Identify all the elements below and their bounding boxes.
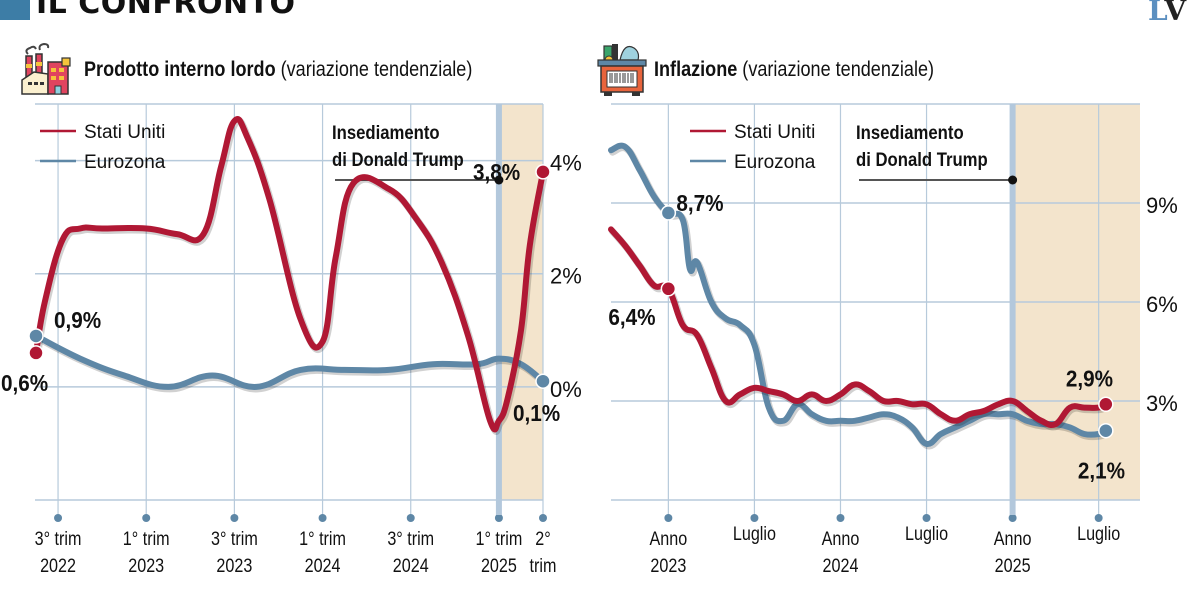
series-line-eu (33, 332, 546, 390)
data-point-us (535, 164, 551, 180)
legend-label-eu: Eurozona (84, 152, 166, 173)
x-tick-label: 2025 (995, 555, 1031, 577)
annotation-dot (1008, 175, 1018, 185)
data-label: 0,1% (513, 400, 560, 426)
annotation-dot (494, 175, 504, 185)
x-tick-label: Anno (650, 528, 688, 550)
data-point-eu (660, 205, 677, 221)
x-tick-dot (406, 514, 415, 522)
data-point-us (660, 281, 677, 297)
x-tick-label: 1° trim (476, 528, 523, 550)
x-tick-label: Luglio (733, 523, 776, 545)
x-tick-dot (54, 514, 63, 522)
x-tick-dot (539, 514, 547, 522)
inflation-chart: Anno 2023 Luglio Anno 2024 Luglio Anno 2025 Lugl… (608, 103, 1178, 577)
x-tick-dot (836, 514, 845, 522)
x-tick-dot (230, 514, 239, 522)
publisher-logo: LV (1148, 0, 1187, 27)
x-tick-dot (494, 514, 503, 522)
x-tick-label: 3° trim (211, 528, 258, 550)
x-tick-dot (1008, 514, 1017, 522)
data-point-eu (1098, 422, 1114, 439)
data-label: 0,9% (54, 307, 101, 333)
header-accent-block (0, 0, 30, 20)
y-tick-label: 2% (550, 264, 582, 289)
annotation-line2: di Donald Trump (332, 149, 464, 170)
annotation-line1: Insediamento (856, 122, 964, 143)
inflation-chart-title: Inflazione (variazione tendenziale) (654, 58, 935, 81)
data-point-us (1098, 396, 1114, 413)
x-tick-label: 2024 (393, 555, 429, 577)
data-label: 2,1% (1078, 458, 1125, 484)
x-tick-dot (750, 514, 759, 522)
legend-label-us: Stati Uniti (734, 122, 815, 143)
x-tick-label: trim (530, 555, 557, 577)
x-tick-label: 2023 (650, 555, 686, 577)
page-title: IL CONFRONTO (36, 0, 296, 21)
legend-label-us: Stati Uniti (84, 122, 165, 143)
x-tick-label: 2022 (40, 555, 76, 577)
data-point-eu (28, 328, 44, 344)
data-point-eu (535, 373, 551, 389)
x-tick-dot (142, 514, 151, 522)
y-tick-label: 3% (1146, 391, 1178, 416)
x-tick-label: 1° trim (123, 528, 170, 550)
x-tick-label: 3° trim (35, 528, 82, 550)
x-tick-label: 2° (535, 528, 550, 550)
data-point-us (28, 345, 44, 361)
x-tick-dot (1094, 514, 1103, 522)
series-line-us (33, 116, 546, 433)
legend-label-eu: Eurozona (734, 152, 816, 173)
annotation-line1: Insediamento (332, 122, 440, 143)
data-label: 0,6% (1, 370, 48, 396)
x-tick-label: 1° trim (299, 528, 346, 550)
series-line-eu (608, 142, 1109, 447)
data-label: 6,4% (608, 304, 655, 330)
gdp-chart-title: Prodotto interno lordo (variazione tende… (84, 58, 473, 81)
y-tick-label: 0% (550, 377, 582, 402)
data-label: 8,7% (676, 190, 723, 216)
x-tick-label: 2023 (216, 555, 252, 577)
shopping-basket-icon (597, 44, 647, 96)
data-label: 3,8% (473, 159, 520, 185)
x-tick-label: 2024 (305, 555, 341, 577)
x-tick-label: 2024 (823, 555, 859, 577)
x-tick-dot (318, 514, 327, 522)
x-tick-label: Luglio (1077, 523, 1120, 545)
factory-icon (21, 42, 71, 95)
annotation-line2: di Donald Trump (856, 149, 988, 170)
series-line-us (608, 226, 1109, 429)
data-label: 2,9% (1066, 365, 1113, 391)
x-tick-label: 2023 (128, 555, 164, 577)
x-tick-label: 2025 (481, 555, 517, 577)
gdp-chart: 3° trim 2022 1° trim 2023 3° trim 2023 1° trim… (1, 103, 582, 577)
x-tick-label: Anno (994, 528, 1032, 550)
y-tick-label: 4% (550, 151, 582, 176)
x-tick-label: 3° trim (387, 528, 434, 550)
x-tick-label: Anno (822, 528, 860, 550)
x-tick-dot (664, 514, 673, 522)
y-tick-label: 9% (1146, 193, 1178, 218)
x-tick-label: Luglio (905, 523, 948, 545)
y-tick-label: 6% (1146, 292, 1178, 317)
x-tick-dot (922, 514, 931, 522)
